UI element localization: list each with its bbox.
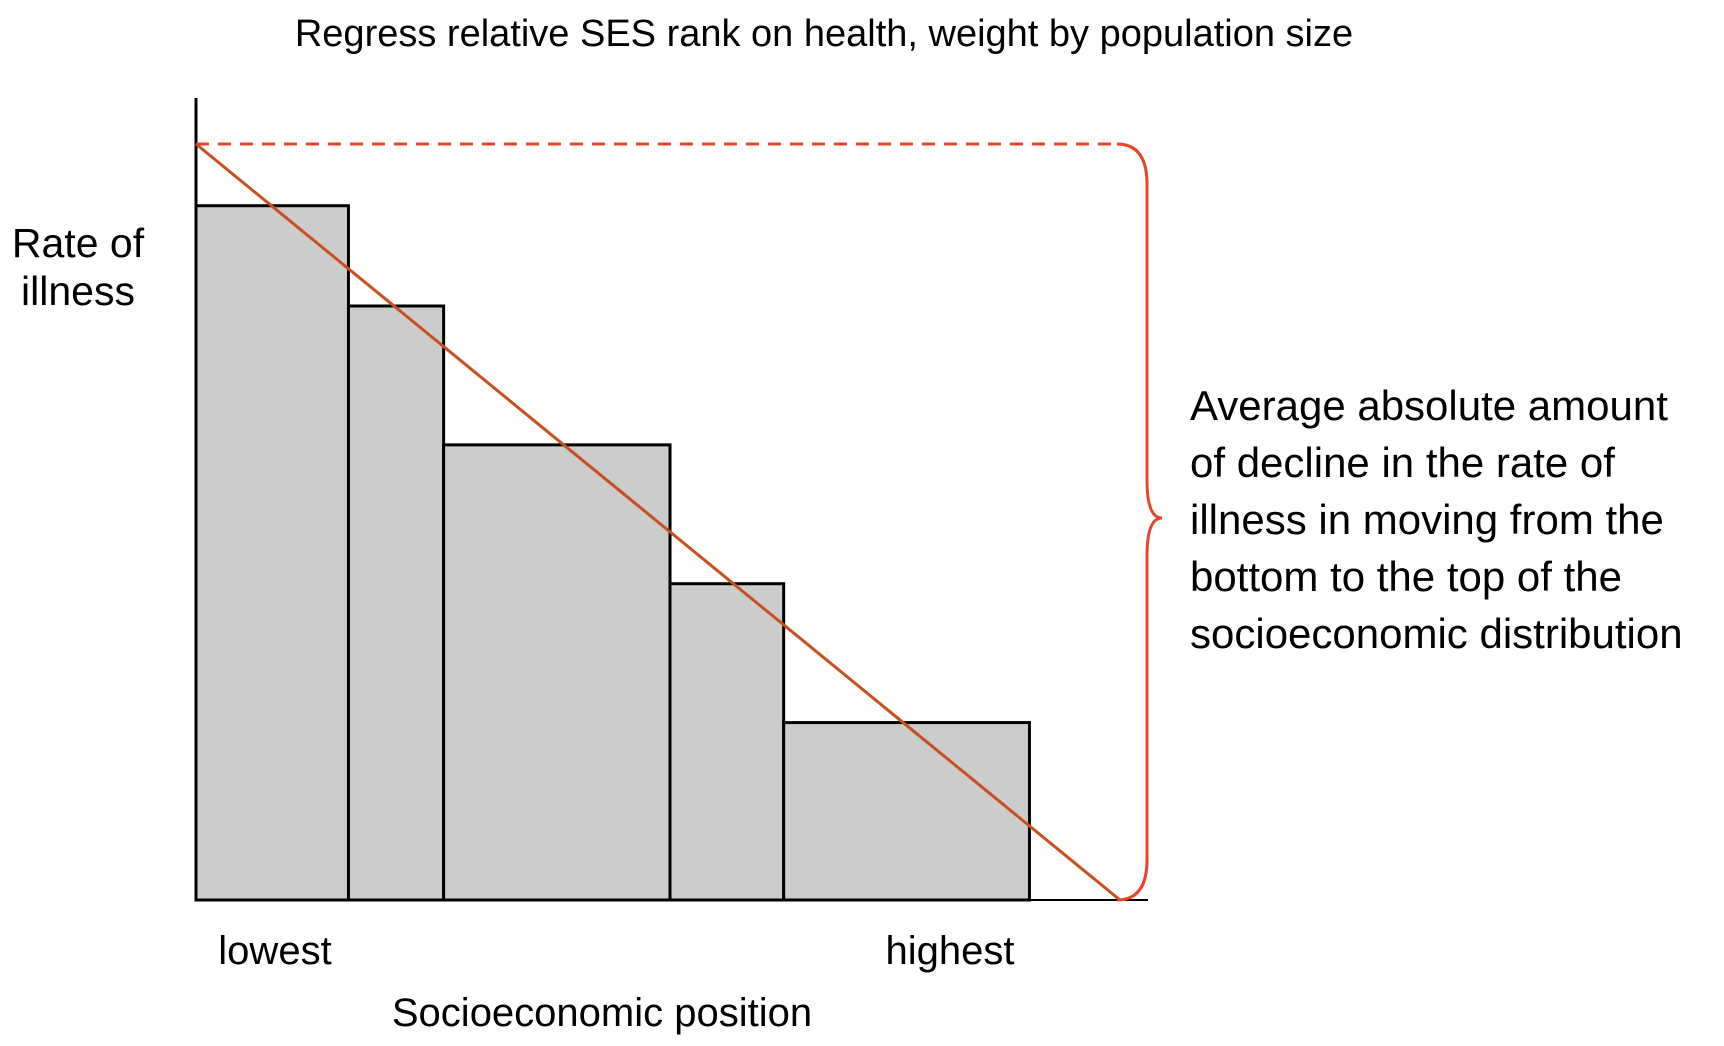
chart-title: Regress relative SES rank on health, wei… (295, 13, 1353, 55)
bar-5 (782, 721, 1031, 902)
bar-3 (442, 443, 672, 902)
x-tick-label-highest: highest (886, 929, 1015, 973)
bar-2 (346, 304, 446, 902)
regression-line (195, 142, 1121, 902)
bar-1 (194, 204, 350, 902)
bars-group (194, 204, 1031, 902)
bar-4 (668, 582, 786, 902)
annotation-line-5: socioeconomic distribution (1190, 610, 1683, 657)
y-axis-label-line-1: Rate of (12, 220, 145, 266)
annotation-line-1: Average absolute amount (1190, 382, 1668, 429)
x-axis-label: Socioeconomic position (392, 991, 812, 1035)
annotation-line-2: of decline in the rate of (1190, 439, 1615, 486)
x-tick-label-lowest: lowest (218, 929, 331, 973)
annotation-line-3: illness in moving from the (1190, 496, 1664, 543)
y-axis-label-line-2: illness (21, 268, 135, 314)
annotation-line-4: bottom to the top of the (1190, 553, 1622, 600)
curly-brace (1116, 142, 1163, 902)
